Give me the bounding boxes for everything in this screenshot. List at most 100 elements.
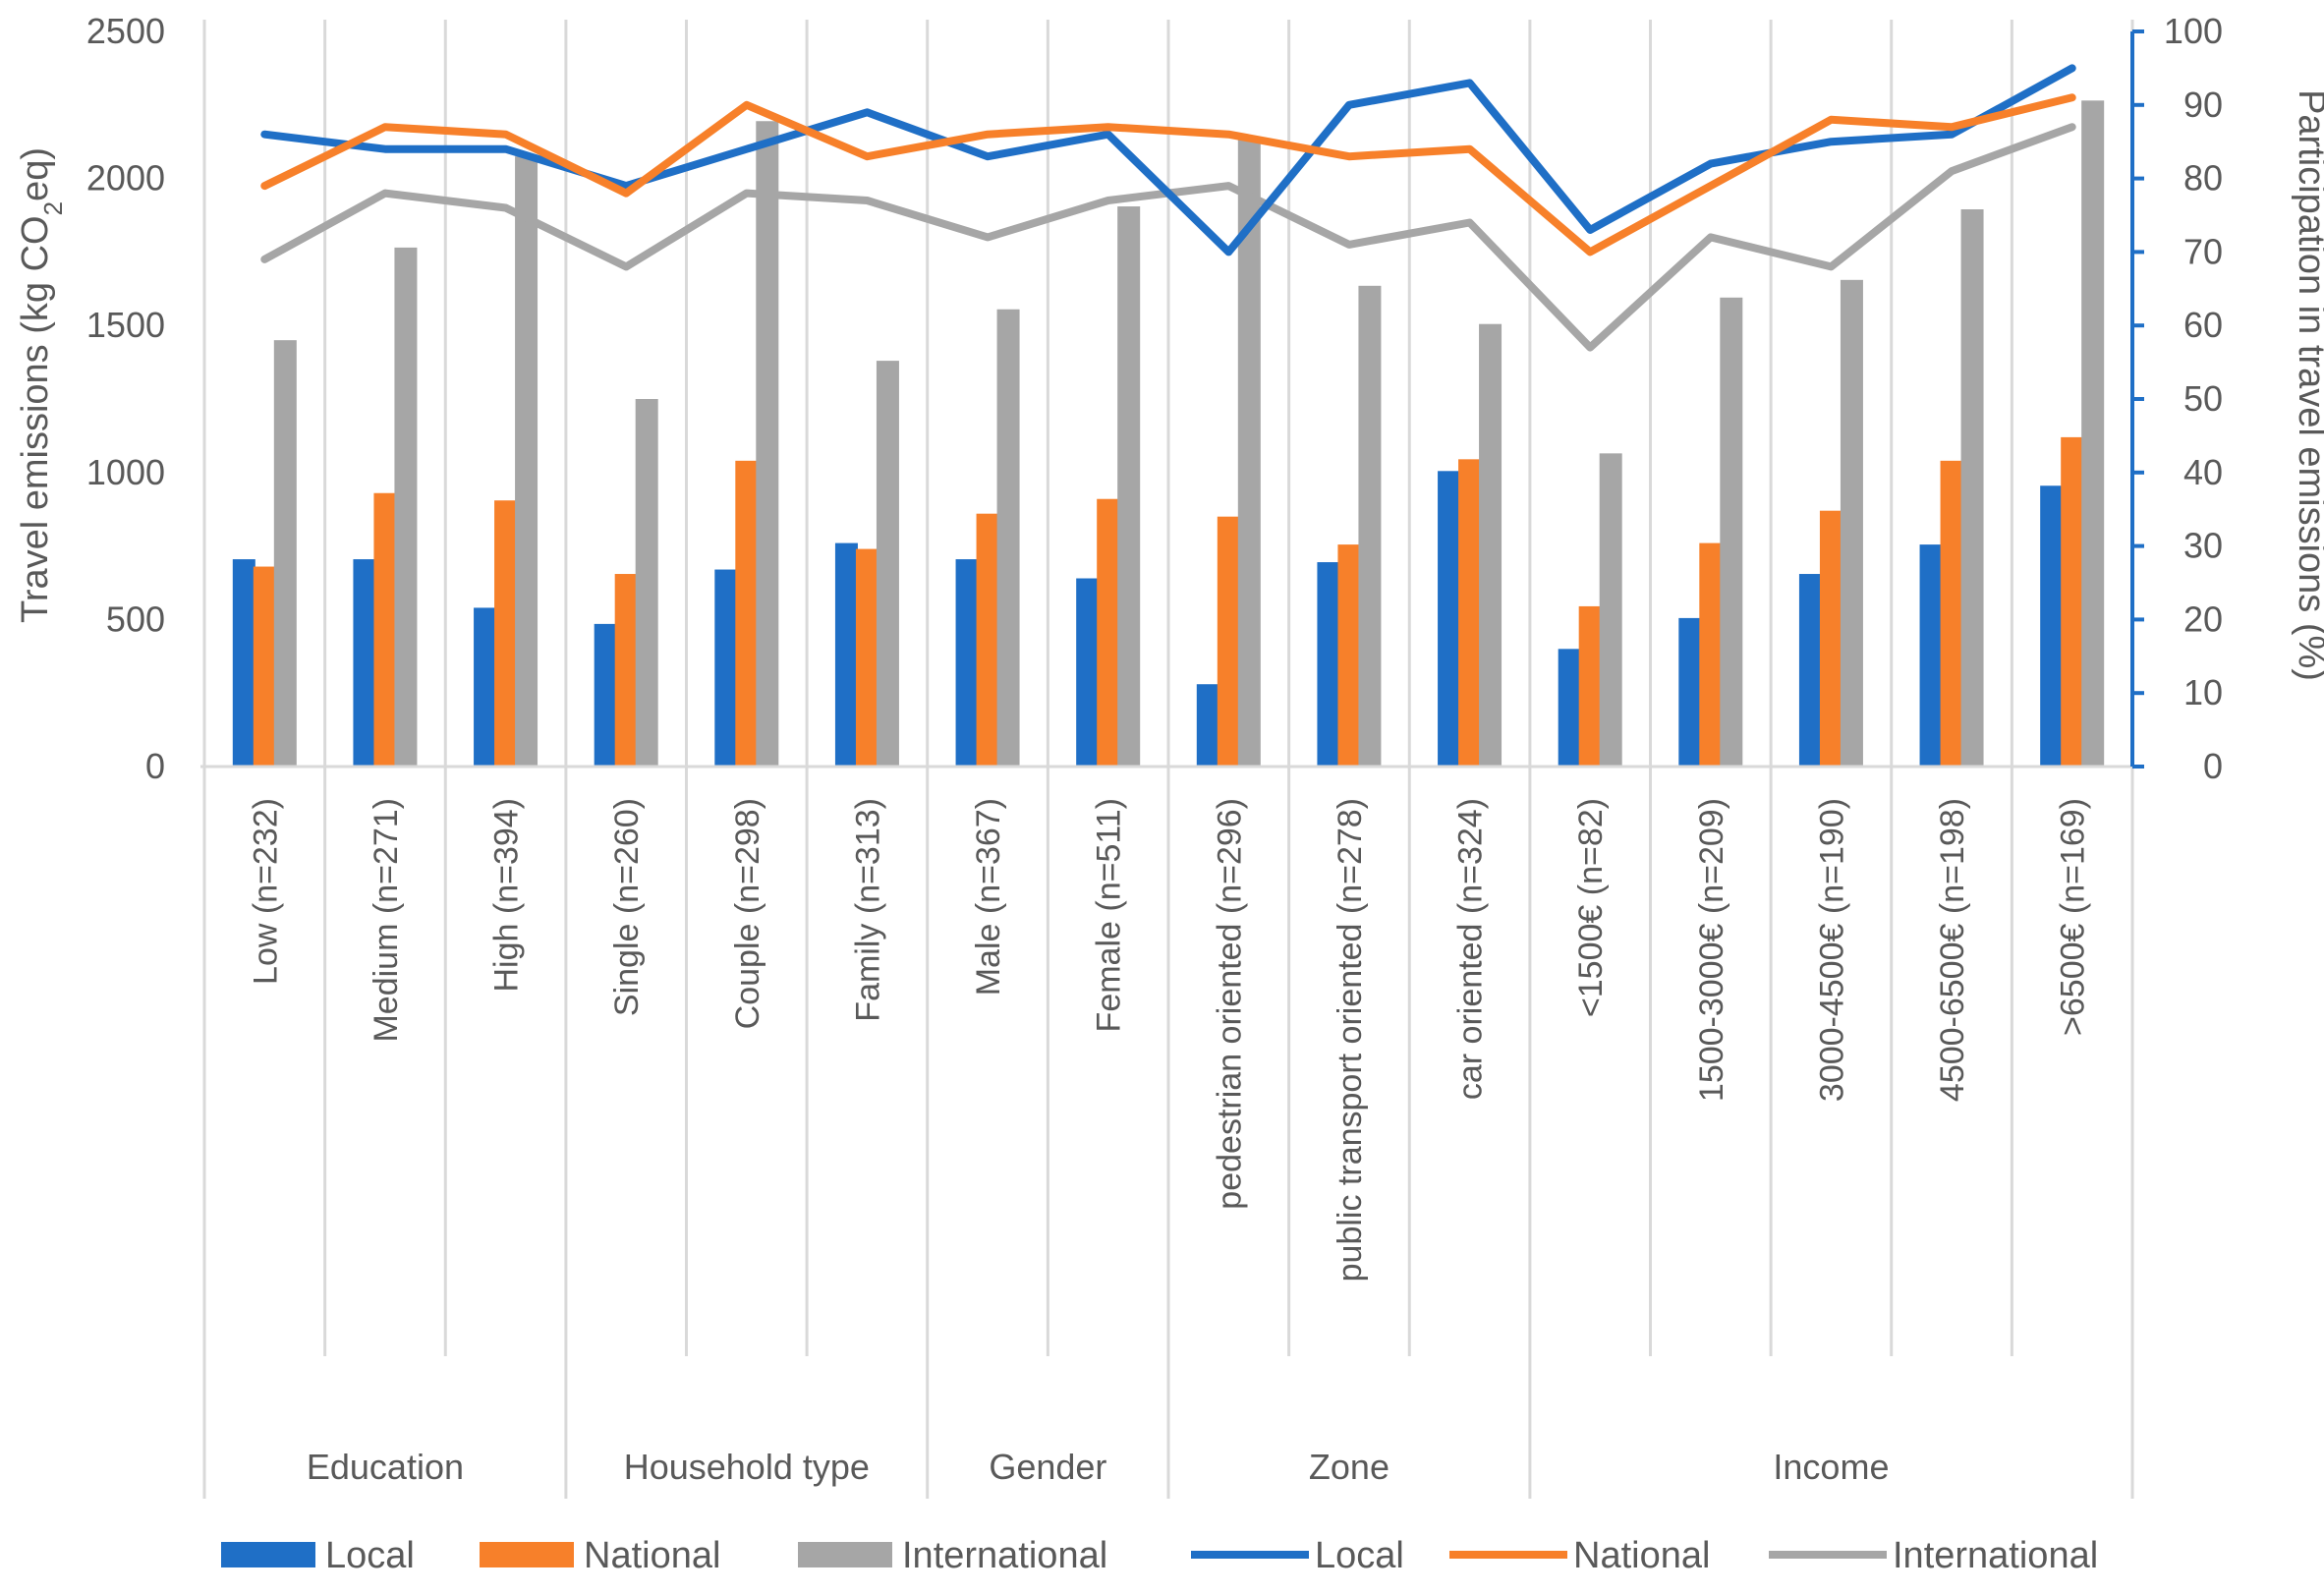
legend: Local National International Local National I…	[221, 1535, 2098, 1576]
group-label: Income	[1773, 1447, 1889, 1487]
bar-international	[1358, 285, 1382, 767]
y-tick-left: 0	[145, 746, 165, 786]
y-tick-left: 500	[106, 598, 165, 639]
group-label: Gender	[989, 1447, 1106, 1487]
y-tick-right: 0	[2203, 746, 2223, 786]
bar-national	[1337, 544, 1361, 767]
y-axis-right-ticks: 0 10 20 30 40 50 60 70 80 90 100	[2164, 11, 2223, 786]
category-label: Female (n=511)	[1091, 798, 1128, 1032]
bar-international	[273, 340, 297, 767]
category-label: Single (n=260)	[608, 798, 646, 1016]
axis-layer	[200, 29, 2144, 769]
bar-national	[1217, 516, 1240, 767]
bar-international	[1117, 206, 1141, 768]
y-tick-left: 2500	[86, 11, 165, 51]
category-labels: Low (n=232) Medium (n=271) High (n=394) Sin…	[247, 798, 2091, 1282]
bar-international	[1720, 297, 1743, 767]
y-tick-right: 30	[2183, 526, 2223, 566]
category-label: Medium (n=271)	[368, 798, 405, 1043]
legend-swatch-bar-local	[221, 1542, 315, 1567]
y-tick-right: 50	[2183, 378, 2223, 419]
bar-national	[373, 492, 397, 767]
bar-national	[1819, 510, 1842, 767]
bar-local	[2040, 485, 2064, 767]
category-label: 4500-6500€ (n=198)	[1934, 798, 1971, 1102]
bar-local	[714, 569, 738, 767]
bar-local	[1798, 574, 1822, 767]
category-label: 1500-3000€ (n=209)	[1693, 798, 1730, 1102]
bar-local	[834, 542, 858, 767]
category-label: Male (n=367)	[970, 798, 1007, 996]
bar-local	[1438, 471, 1461, 767]
bar-national	[735, 460, 759, 767]
group-label: Zone	[1309, 1447, 1389, 1487]
category-label: public transport oriented (n=278)	[1332, 798, 1369, 1282]
category-label: pedestrian oriented (n=296)	[1211, 798, 1248, 1210]
y-axis-left-ticks: 0 500 1000 1500 2000 2500	[86, 11, 165, 786]
category-label: Family (n=313)	[849, 798, 886, 1022]
bar-local	[1919, 544, 1943, 767]
legend-swatch-bar-international	[798, 1542, 892, 1567]
bar-international	[1479, 323, 1502, 767]
category-label: Low (n=232)	[247, 798, 284, 985]
y-tick-right: 100	[2164, 11, 2223, 51]
legend-label: National	[584, 1535, 720, 1576]
bars-layer	[232, 100, 2105, 768]
bar-local	[1678, 617, 1702, 767]
bar-international	[515, 156, 538, 767]
legend-label: Local	[1315, 1535, 1404, 1576]
y-tick-right: 70	[2183, 231, 2223, 271]
legend-label: International	[1893, 1535, 2098, 1576]
bar-local	[232, 559, 255, 767]
y-tick-right: 60	[2183, 305, 2223, 345]
bar-national	[253, 566, 276, 767]
y-tick-right: 80	[2183, 158, 2223, 199]
category-label: car oriented (n=324)	[1452, 798, 1490, 1100]
bar-local	[955, 559, 979, 767]
group-label: Household type	[624, 1447, 870, 1487]
category-label: 3000-4500€ (n=190)	[1813, 798, 1850, 1102]
group-labels: Education Household type Gender Zone Income	[307, 1447, 1890, 1487]
bar-international	[1599, 453, 1622, 767]
bar-national	[1699, 542, 1723, 767]
bar-international	[996, 309, 1020, 767]
bar-international	[756, 121, 779, 768]
bar-national	[855, 548, 879, 767]
bar-national	[494, 500, 518, 767]
lines-layer	[260, 64, 2076, 352]
bar-national	[614, 574, 638, 767]
y-tick-right: 10	[2183, 672, 2223, 712]
bar-national	[1458, 459, 1482, 767]
y-axis-left-title: Travel emissions (kg CO2eq)	[15, 147, 68, 623]
bar-international	[1237, 137, 1261, 767]
bar-international	[1840, 279, 1863, 767]
legend-label: Local	[325, 1535, 415, 1576]
y-axis-right-title: Participation in travel emissions (%)	[2291, 89, 2324, 681]
bar-international	[1960, 209, 1984, 768]
bar-local	[353, 559, 376, 767]
bar-local	[1196, 684, 1219, 767]
category-label: Couple (n=298)	[729, 798, 766, 1029]
bar-international	[2081, 100, 2105, 767]
line-national	[260, 93, 2076, 256]
category-label: High (n=394)	[488, 798, 526, 993]
bar-local	[1317, 562, 1340, 767]
legend-label: International	[902, 1535, 1107, 1576]
legend-label: National	[1573, 1535, 1710, 1576]
bar-international	[394, 247, 418, 768]
bar-national	[2061, 436, 2084, 767]
y-tick-right: 40	[2183, 452, 2223, 492]
y-tick-right: 90	[2183, 85, 2223, 125]
bar-national	[1940, 460, 1963, 767]
bar-local	[1558, 649, 1581, 767]
bar-local	[474, 607, 497, 767]
bar-national	[1578, 605, 1602, 767]
y-tick-left: 1000	[86, 452, 165, 492]
y-tick-left: 2000	[86, 158, 165, 199]
group-label: Education	[307, 1447, 464, 1487]
y-tick-right: 20	[2183, 598, 2223, 639]
y-tick-left: 1500	[86, 305, 165, 345]
legend-swatch-bar-national	[480, 1542, 574, 1567]
bar-national	[1097, 498, 1120, 767]
